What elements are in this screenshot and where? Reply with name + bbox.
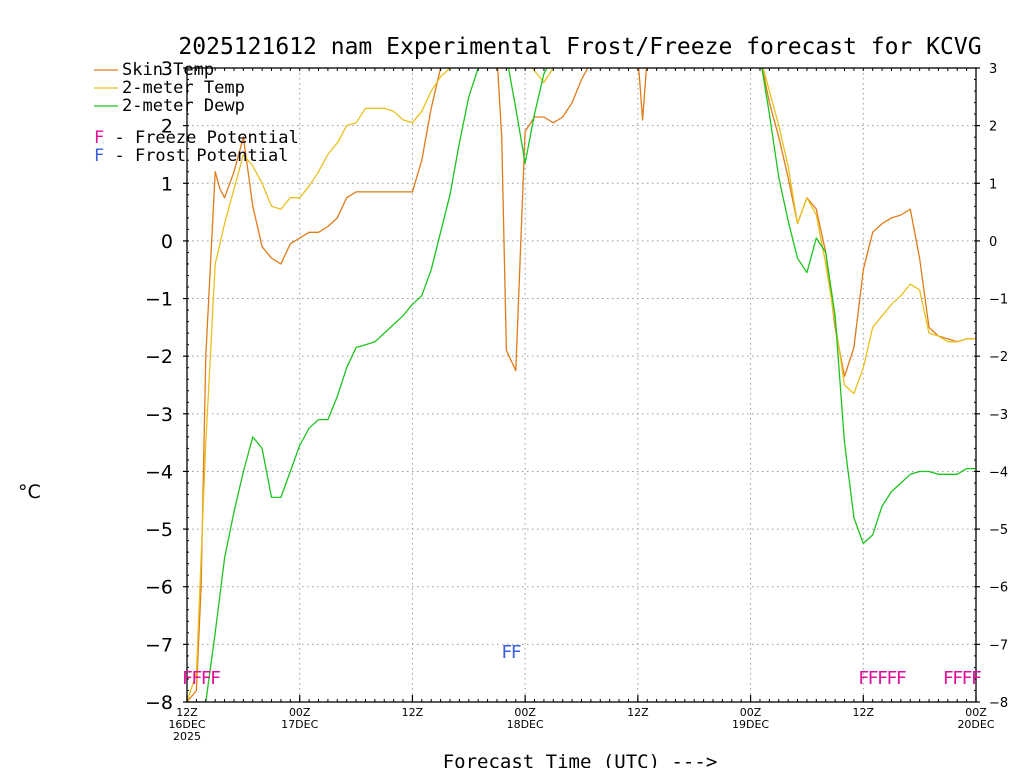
x-tick-label: 19DEC [732, 718, 769, 731]
y-tick-label-left: −1 [145, 289, 173, 311]
series-lines [187, 68, 976, 702]
x-tick-label: 12Z [176, 706, 198, 719]
y-tick-label-right: −1 [989, 293, 1008, 308]
x-axis-label: Forecast Time (UTC) ---> [443, 751, 718, 768]
y-tick-label-left: 3 [161, 58, 173, 80]
y-tick-label-right: −4 [989, 465, 1008, 480]
x-tick-label: 00Z [514, 706, 536, 719]
y-tick-labels-right: 3 2 1 0 −1 −2 −3 −4 −5 −6 −7 −8 [989, 62, 1008, 711]
freeze-flag: F [952, 668, 963, 689]
y-tick-label-left: 1 [161, 173, 173, 195]
x-tick-label: 12Z [402, 706, 424, 719]
freeze-flag: F [858, 668, 869, 689]
y-tick-label-right: 1 [989, 177, 997, 192]
x-tick-label: 12Z [853, 706, 875, 719]
x-tick-label: 20DEC [957, 718, 994, 731]
y-tick-label-right: 3 [989, 62, 997, 77]
freeze-flag: F [201, 668, 212, 689]
freeze-flag: F [868, 668, 879, 689]
x-tick-label: 12Z [627, 706, 649, 719]
y-tick-label-left: 2 [161, 116, 173, 138]
y-tick-label-right: −3 [989, 408, 1008, 423]
frost-flag: F [501, 642, 512, 663]
y-tick-label-right: 2 [989, 120, 997, 135]
y-tick-label-right: −6 [989, 581, 1008, 596]
series-line-2-meter-dewp [187, 68, 976, 702]
potential-letter: F [94, 128, 104, 148]
y-tick-label-left: −3 [145, 404, 173, 426]
series-line-skin-temp [187, 68, 976, 702]
x-tick-label: 00Z [965, 706, 987, 719]
x-tick-label: 2025 [173, 730, 201, 743]
potential-letter: F [94, 146, 104, 166]
legend-label: Skin Temp [122, 60, 214, 80]
freeze-flag: F [971, 668, 982, 689]
y-tick-label-left: −2 [145, 346, 173, 368]
freeze-flag: F [896, 668, 907, 689]
x-tick-label: 17DEC [281, 718, 318, 731]
y-tick-label-right: −8 [989, 696, 1008, 711]
potential-label: - Freeze Potential [104, 128, 298, 148]
y-tick-label-left: −6 [145, 577, 173, 599]
freeze-flag: F [191, 668, 202, 689]
freeze-flag: F [943, 668, 954, 689]
y-tick-label-right: −7 [989, 638, 1008, 653]
series-line-2-meter-temp [187, 68, 976, 702]
potential-legend-item: F - Frost Potential [94, 146, 288, 166]
y-tick-label-right: −5 [989, 523, 1008, 538]
x-tick-label: 00Z [740, 706, 762, 719]
y-tick-label-right: −2 [989, 350, 1008, 365]
x-tick-label: 18DEC [507, 718, 544, 731]
x-tick-label: 16DEC [168, 718, 205, 731]
freeze-flag: F [877, 668, 888, 689]
y-tick-label-left: 0 [161, 231, 173, 253]
potential-legend-item: F - Freeze Potential [94, 128, 299, 148]
potential-label: - Frost Potential [104, 146, 288, 166]
x-tick-label: 00Z [289, 706, 311, 719]
freeze-flag: F [886, 668, 897, 689]
gridlines [187, 68, 976, 702]
legend-label: 2-meter Dewp [122, 96, 245, 116]
y-tick-label-right: 0 [989, 235, 997, 250]
chart-title: 2025121612 nam Experimental Frost/Freeze… [178, 34, 981, 60]
y-tick-label-left: −4 [145, 461, 173, 483]
y-tick-label-left: −5 [145, 519, 173, 541]
y-tick-labels-left: 3 2 1 0 −1 −2 −3 −4 −5 −6 −7 −8 [145, 58, 173, 714]
y-tick-label-left: −7 [145, 634, 173, 656]
freeze-flag: F [962, 668, 973, 689]
axis-ticks [183, 67, 980, 703]
y-tick-label-left: −8 [145, 692, 173, 714]
legend-label: 2-meter Temp [122, 78, 245, 98]
y-axis-label: °C [18, 481, 41, 503]
freeze-flag: F [210, 668, 221, 689]
frost-flag: F [511, 642, 522, 663]
freeze-flag: F [182, 668, 193, 689]
